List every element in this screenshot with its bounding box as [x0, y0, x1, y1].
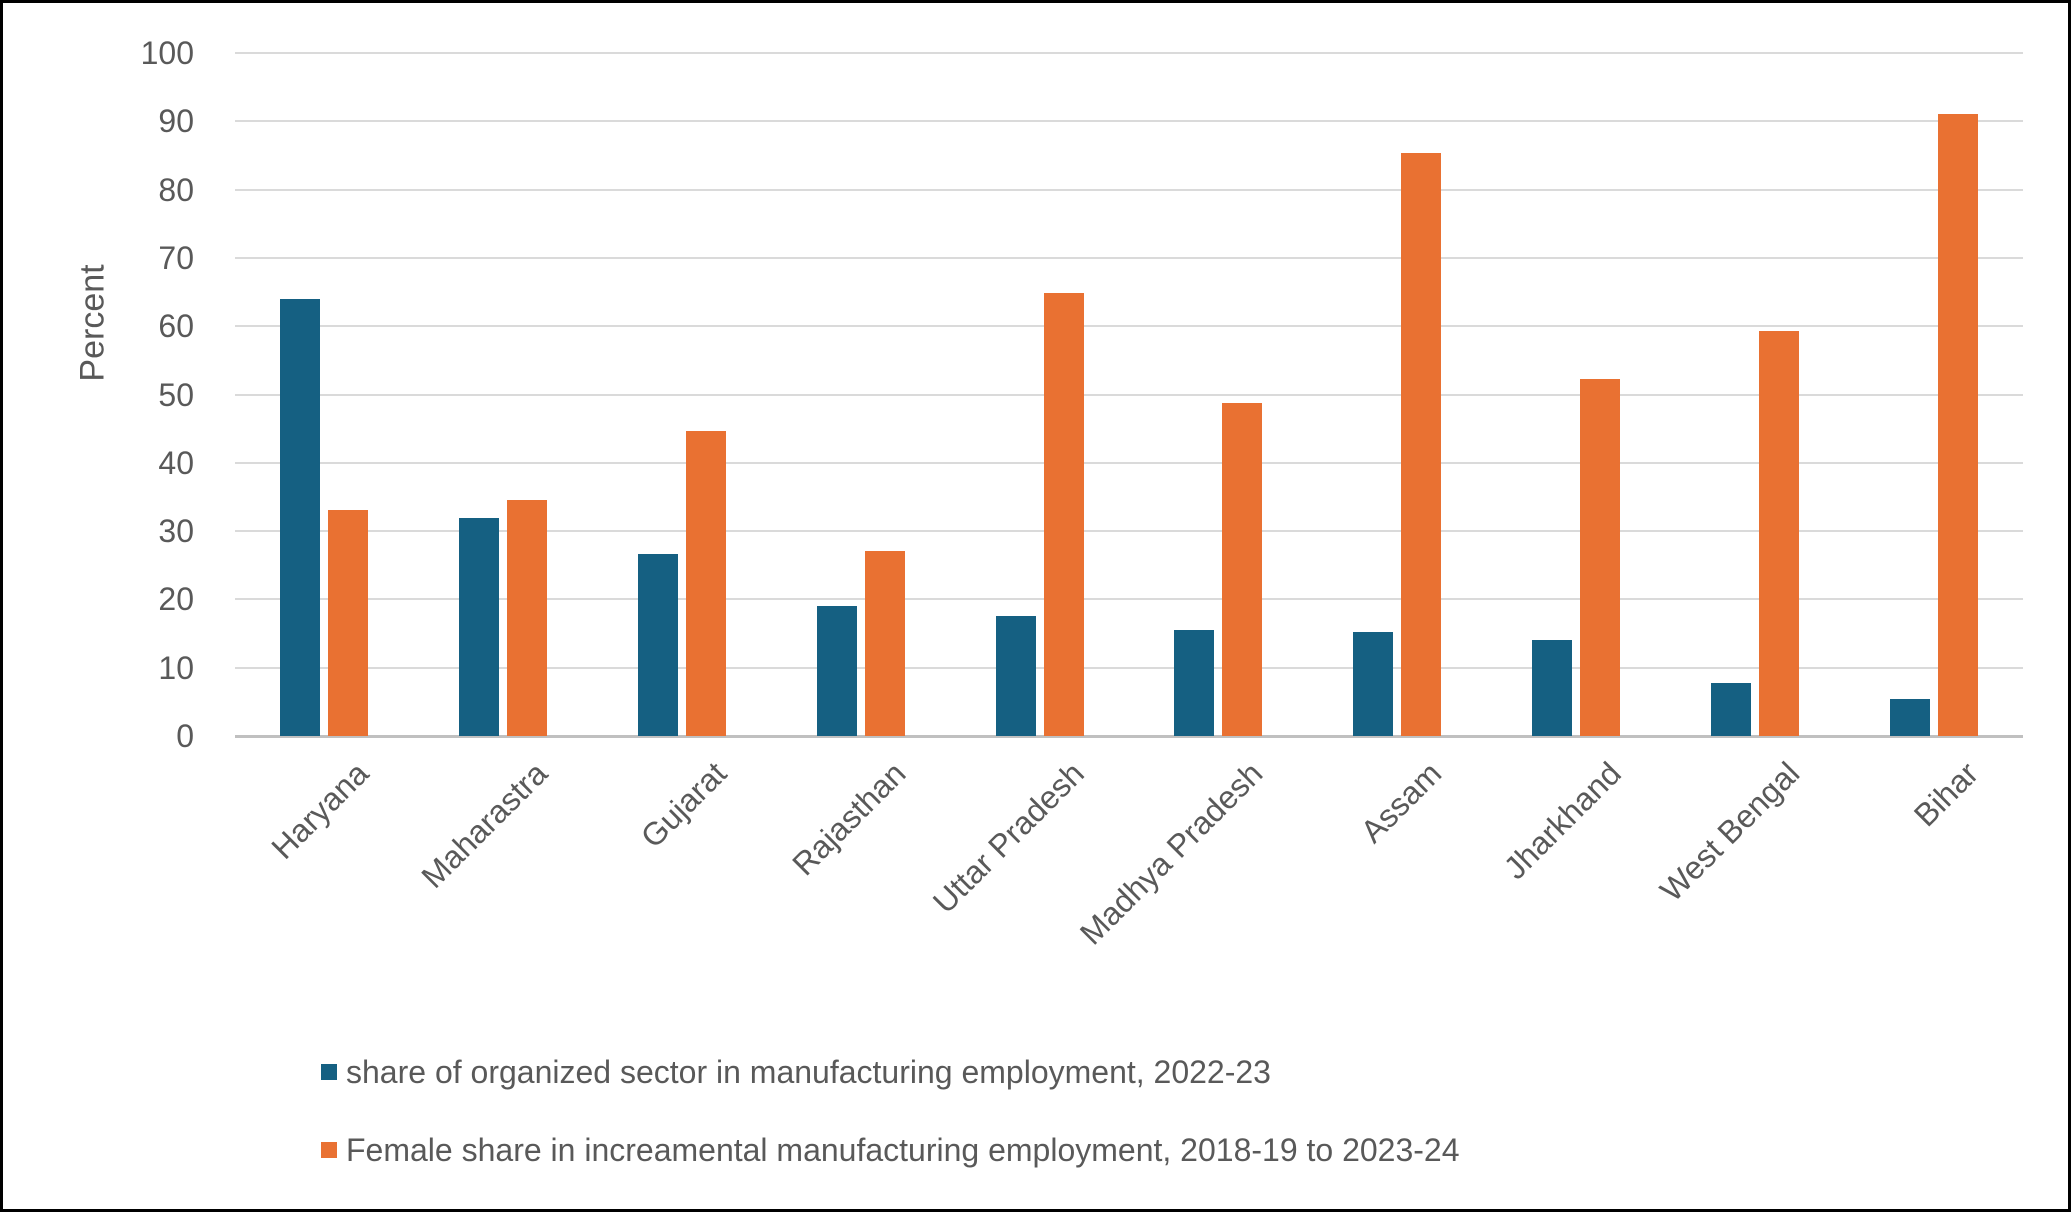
bar-jharkhand-series-1 — [1532, 640, 1572, 736]
x-category-label-bihar: Bihar — [1906, 755, 1986, 834]
y-tick-label-60: 60 — [158, 308, 194, 345]
gridline-50 — [235, 393, 2023, 396]
bar-madhya-pradesh-series-2 — [1222, 403, 1263, 736]
gridline-10 — [235, 666, 2023, 669]
bar-haryana-series-2 — [328, 509, 369, 736]
x-category-label-haryana: Haryana — [264, 755, 376, 866]
y-tick-label-100: 100 — [140, 35, 194, 71]
gridline-20 — [235, 598, 2023, 601]
y-tick-label-80: 80 — [158, 171, 194, 208]
bar-jharkhand-series-2 — [1580, 379, 1620, 736]
y-tick-label-40: 40 — [158, 444, 194, 481]
legend-item-2: Female share in increamental manufacturi… — [321, 1127, 1460, 1173]
legend-label-1: share of organized sector in manufacturi… — [346, 1053, 1271, 1090]
bar-west-bengal-series-2 — [1758, 330, 1799, 736]
gridline-100 — [235, 52, 2023, 54]
bar-assam-series-1 — [1353, 631, 1394, 736]
y-tick-label-0: 0 — [176, 718, 194, 754]
bar-rajasthan-series-2 — [864, 550, 905, 736]
bar-maharastra-series-2 — [507, 500, 548, 736]
bar-uttar-pradesh-series-2 — [1043, 293, 1084, 736]
legend-item-1: share of organized sector in manufacturi… — [321, 1049, 1460, 1095]
bar-gujarat-series-2 — [686, 431, 726, 736]
gridline-80 — [235, 188, 2023, 191]
bar-haryana-series-1 — [280, 298, 321, 736]
y-tick-label-90: 90 — [158, 103, 194, 140]
gridline-40 — [235, 461, 2023, 464]
plot-area — [235, 52, 2023, 738]
x-axis-line — [235, 735, 2023, 738]
x-category-label-rajasthan: Rajasthan — [784, 755, 913, 883]
bar-bihar-series-2 — [1937, 113, 1978, 736]
x-category-label-madhya-pradesh: Madhya Pradesh — [1073, 755, 1270, 952]
gridline-90 — [235, 120, 2023, 123]
x-category-label-uttar-pradesh: Uttar Pradesh — [925, 755, 1092, 921]
y-tick-label-70: 70 — [158, 239, 194, 276]
gridline-30 — [235, 530, 2023, 533]
bar-west-bengal-series-1 — [1710, 682, 1751, 736]
bar-rajasthan-series-1 — [816, 606, 857, 736]
gridline-60 — [235, 325, 2023, 328]
x-category-label-jharkhand: Jharkhand — [1496, 755, 1628, 887]
x-category-label-gujarat: Gujarat — [633, 755, 734, 855]
bar-assam-series-2 — [1401, 152, 1442, 736]
legend-swatch-icon — [321, 1064, 337, 1080]
legend-label-2: Female share in increamental manufacturi… — [346, 1131, 1460, 1168]
legend: share of organized sector in manufacturi… — [321, 1049, 1460, 1205]
gridline-70 — [235, 256, 2023, 259]
y-tick-label-30: 30 — [158, 513, 194, 550]
legend-swatch-icon — [321, 1142, 337, 1158]
bar-uttar-pradesh-series-1 — [995, 615, 1036, 736]
bar-bihar-series-1 — [1889, 699, 1930, 736]
y-tick-label-50: 50 — [158, 376, 194, 413]
bar-madhya-pradesh-series-1 — [1174, 630, 1215, 736]
x-category-label-maharastra: Maharastra — [414, 755, 555, 895]
bar-gujarat-series-1 — [638, 554, 678, 736]
bar-maharastra-series-1 — [459, 518, 500, 736]
x-category-label-assam: Assam — [1354, 755, 1449, 850]
y-tick-label-10: 10 — [158, 649, 194, 686]
x-category-label-west-bengal: West Bengal — [1652, 755, 1807, 909]
y-tick-label-20: 20 — [158, 581, 194, 618]
